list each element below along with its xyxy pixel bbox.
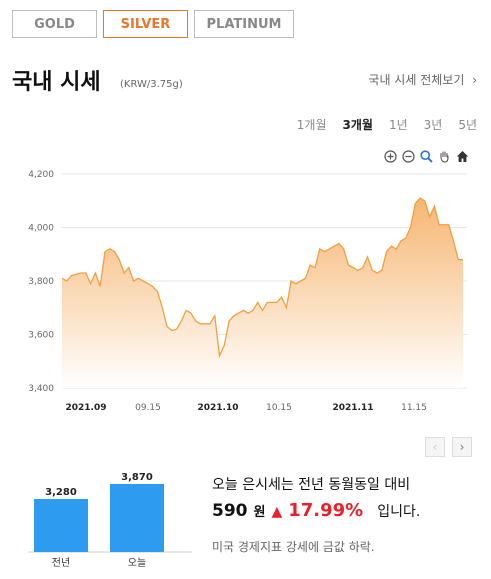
view-all-link[interactable]: 국내 시세 전체보기 › [368,71,477,88]
period-3y[interactable]: 3년 [423,118,443,132]
x-axis: 2021.09 09.15 2021.10 10.15 2021.11 11.15 [66,403,427,413]
period-1y[interactable]: 1년 [388,118,408,132]
mini-bars: 3,280 전년 3,870 오늘 [34,472,164,569]
home-icon[interactable] [456,150,469,163]
mini-bar-value: 3,280 [45,487,77,498]
view-all-label: 국내 시세 전체보기 [368,73,465,87]
prev-button[interactable]: ‹ [425,437,445,457]
y-tick-label: 3,600 [28,331,54,341]
unit-label: (KRW/3.75g) [120,79,183,90]
y-tick-label: 4,200 [28,170,54,180]
diff-value: 590 [212,501,248,521]
page-title: 국내 시세 [12,70,101,95]
tab-platinum[interactable]: PLATINUM [194,10,294,38]
comparison-text: 오늘 은시세는 전년 동월동일 대비 [212,477,411,493]
pan-hand-icon[interactable] [438,150,451,163]
diff-percent: 17.99% [288,500,364,521]
comparison-tail: 입니다. [377,504,421,520]
x-tick-label: 09.15 [135,403,161,413]
x-tick-label: 10.15 [266,403,292,413]
x-tick-label: 2021.10 [198,403,239,413]
period-selector: 1개월 3개월 1년 3년 5년 [297,116,477,133]
y-tick-label: 3,800 [28,277,54,287]
period-1m[interactable]: 1개월 [296,118,327,132]
y-tick-label: 4,000 [28,224,54,234]
x-tick-label: 2021.09 [66,403,107,413]
tab-silver[interactable]: SILVER [103,10,188,38]
metal-tabs: GOLD SILVER PLATINUM [12,10,294,38]
chevron-right-icon: › [472,73,477,87]
chart-toolbar [384,150,469,163]
comparison-value: 590 원 ▲ 17.99% 입니다. [212,500,420,521]
year-compare-chart: 3,280 전년 3,870 오늘 [28,472,192,569]
price-line [61,197,463,359]
x-tick-label: 11.15 [401,403,427,413]
zoom-in-icon[interactable] [384,150,397,163]
market-note: 미국 경제지표 강세에 금값 하락. [212,540,375,554]
next-button[interactable]: › [452,437,472,457]
mini-bar-value: 3,870 [121,472,153,483]
y-axis: 4,200 4,000 3,800 3,600 3,400 [28,170,54,394]
up-arrow-icon: ▲ [271,504,283,520]
mini-bar-label: 전년 [52,557,70,569]
x-tick-label: 2021.11 [333,403,374,413]
price-area [62,198,463,388]
period-3m[interactable]: 3개월 [342,118,373,132]
mini-bar [110,484,164,552]
magnifier-icon[interactable] [420,150,433,163]
mini-bar [34,498,88,552]
won-unit: 원 [253,505,266,520]
y-tick-label: 3,400 [28,384,54,394]
zoom-out-icon[interactable] [402,150,415,163]
tab-gold[interactable]: GOLD [12,10,97,38]
mini-bar-label: 오늘 [128,557,146,569]
period-5y[interactable]: 5년 [458,118,477,132]
